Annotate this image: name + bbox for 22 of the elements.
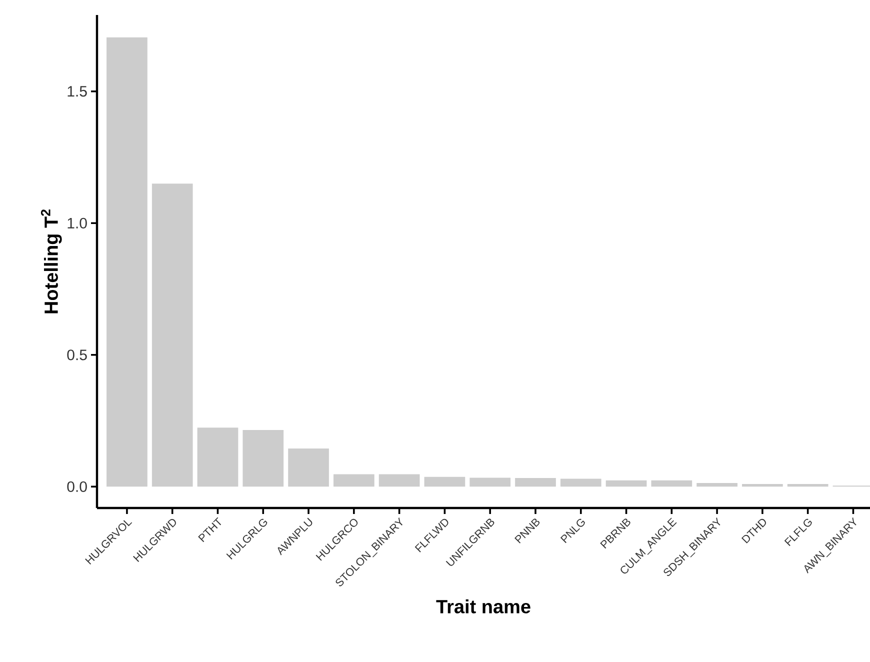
- bar: [333, 474, 374, 487]
- bar: [560, 478, 602, 487]
- bar: [106, 37, 148, 487]
- bar: [787, 484, 828, 487]
- x-axis-title: Trait name: [436, 599, 530, 614]
- bar: [606, 480, 647, 487]
- bar: [152, 184, 193, 487]
- bar: [651, 480, 692, 487]
- bar: [288, 448, 329, 487]
- y-tick-label: 0.0: [67, 481, 87, 492]
- bar: [424, 476, 466, 487]
- y-tick-label: 1.5: [68, 86, 87, 97]
- bar: [470, 478, 511, 487]
- bar: [696, 482, 738, 487]
- bar: [197, 428, 238, 487]
- bar: [742, 484, 783, 487]
- y-tick-label: 0.5: [67, 350, 87, 360]
- y-axis-title: Hotelling T$^{2}$: [40, 210, 62, 314]
- bar: [242, 430, 284, 487]
- bar: [515, 478, 556, 487]
- y-tick-label: 1.0: [68, 218, 87, 228]
- bar: [378, 474, 420, 487]
